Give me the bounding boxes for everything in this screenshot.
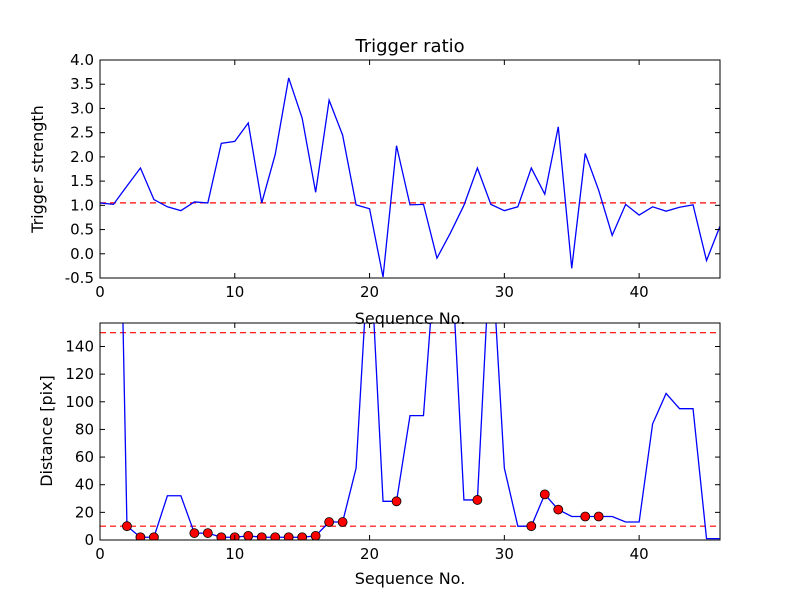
data-point <box>202 528 213 538</box>
y-tick-label: -0.5 <box>65 269 94 287</box>
plot-area <box>100 77 720 278</box>
x-tick-label: 10 <box>225 283 244 301</box>
y-tick-label: 3.5 <box>70 75 94 93</box>
y-tick-label: 1.0 <box>70 196 94 214</box>
tick-marks: 0 10 20 30 40 -0.5 0.0 0.5 1.0 1.5 2.0 2.5 3.0 3.5 4.0 <box>65 51 720 301</box>
y-tick-label: 40 <box>75 476 94 494</box>
y-tick-label: 60 <box>75 448 94 466</box>
distance-chart: 0 10 20 30 40 0 20 40 60 80 100 120 140 Sequence No.… <box>37 322 721 588</box>
data-point <box>122 521 132 532</box>
data-point <box>310 530 321 540</box>
y-tick-label: 1.5 <box>70 172 94 190</box>
data-point <box>526 521 537 532</box>
y-tick-label: 0.5 <box>70 221 94 239</box>
tick-marks: 0 10 20 30 40 0 20 40 60 80 100 120 140 <box>65 323 720 563</box>
y-tick-label: 0.0 <box>70 245 94 263</box>
y-tick-label: 2.0 <box>70 148 94 166</box>
x-tick-label: 20 <box>360 283 379 301</box>
y-tick-label: 140 <box>65 337 94 355</box>
plot-area <box>100 323 720 540</box>
x-tick-label: 0 <box>95 283 105 301</box>
y-tick-label: 0 <box>84 531 94 549</box>
data-point <box>149 532 159 540</box>
data-point <box>189 528 200 538</box>
y-tick-label: 4.0 <box>70 51 94 69</box>
x-tick-label: 40 <box>630 283 649 301</box>
series-line <box>100 77 720 278</box>
x-tick-label: 40 <box>630 545 649 563</box>
x-tick-label: 30 <box>495 283 514 301</box>
y-tick-label: 3.0 <box>70 99 94 117</box>
data-point <box>593 511 604 522</box>
series-line <box>122 323 720 540</box>
data-point <box>283 532 294 540</box>
y-tick-label: 80 <box>75 420 94 438</box>
data-point <box>337 517 348 527</box>
x-tick-label: 0 <box>95 545 105 563</box>
data-point <box>270 532 281 540</box>
data-point <box>472 495 483 505</box>
x-axis-label: Sequence No. <box>355 569 466 588</box>
data-point <box>324 517 335 527</box>
x-tick-label: 30 <box>495 545 514 563</box>
chart-title: Trigger ratio <box>354 36 464 57</box>
data-point <box>256 532 267 540</box>
data-point <box>297 532 308 540</box>
y-tick-label: 20 <box>75 503 94 521</box>
data-point <box>216 532 227 540</box>
data-point <box>243 530 254 540</box>
data-point <box>539 489 550 500</box>
axes-frame <box>99 59 721 279</box>
x-tick-label: 20 <box>360 545 379 563</box>
y-axis-label: Trigger strength <box>28 105 47 234</box>
y-axis-label: Distance [pix] <box>37 375 56 487</box>
x-axis-label: Sequence No. <box>355 309 466 328</box>
y-tick-label: 120 <box>65 365 94 383</box>
data-point <box>391 496 402 507</box>
axes-frame <box>99 322 721 541</box>
data-point <box>135 532 146 540</box>
y-tick-label: 2.5 <box>70 124 94 142</box>
x-tick-label: 10 <box>225 545 244 563</box>
data-point <box>580 511 591 522</box>
y-tick-label: 100 <box>65 393 94 411</box>
data-point <box>553 504 564 515</box>
